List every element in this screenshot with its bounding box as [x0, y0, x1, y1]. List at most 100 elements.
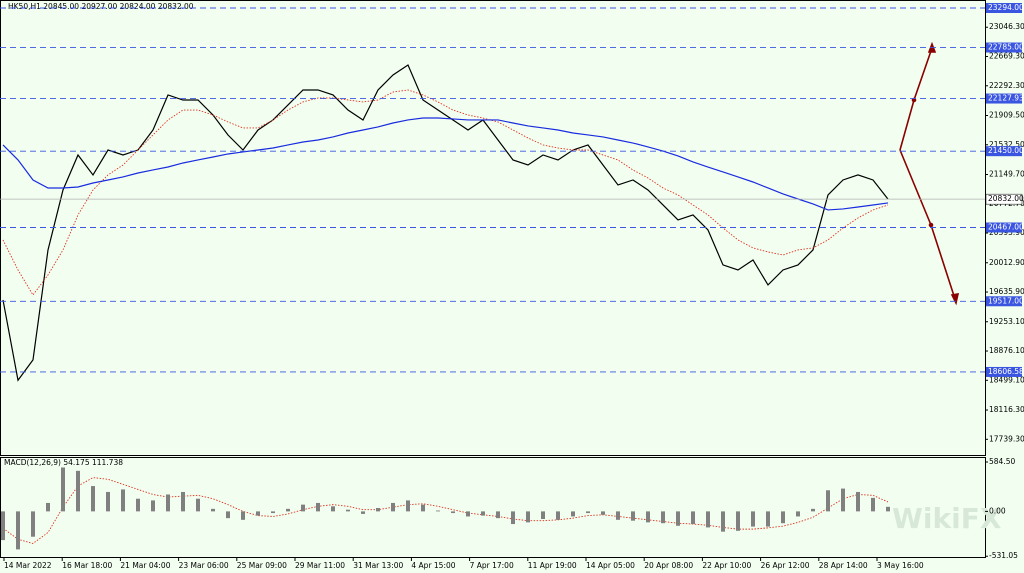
- level-box: [986, 366, 1022, 377]
- y-tick-label: 22292.30: [989, 81, 1024, 90]
- x-tick-label: 11 Apr 19:00: [528, 561, 577, 570]
- histogram-bar: [286, 508, 290, 512]
- histogram-bar: [616, 511, 620, 520]
- histogram-bar: [886, 506, 890, 512]
- y-tick-label: 18499.10: [989, 375, 1024, 384]
- histogram-bar: [331, 506, 335, 512]
- histogram-bar: [811, 508, 815, 512]
- histogram-bar: [526, 511, 530, 523]
- y-tick-label: 0.00: [989, 506, 1006, 515]
- histogram-bar: [586, 511, 590, 514]
- y-tick-label: -531.05: [989, 551, 1018, 560]
- histogram-bar: [16, 511, 20, 550]
- histogram-bar: [196, 498, 200, 512]
- price-panel: [0, 0, 986, 456]
- histogram-bar: [166, 494, 170, 512]
- macd-panel: [0, 457, 986, 558]
- histogram-bar: [46, 502, 50, 512]
- histogram-bar: [316, 502, 320, 512]
- histogram-bar: [556, 511, 560, 520]
- histogram-bar: [61, 467, 65, 512]
- arrow-head: [927, 41, 937, 53]
- histogram-bar: [346, 509, 350, 512]
- y-tick-label: 18876.10: [989, 346, 1024, 355]
- level-box: [986, 2, 1022, 13]
- y-tick-label: 23046.30: [989, 22, 1024, 31]
- histogram-bar: [1, 511, 5, 541]
- histogram-bar: [541, 511, 545, 519]
- histogram-bar: [211, 508, 215, 512]
- histogram-bar: [406, 500, 410, 512]
- histogram-bar: [241, 511, 245, 520]
- histogram-bar: [181, 491, 185, 512]
- arrow-head: [950, 293, 960, 306]
- histogram-bar: [466, 511, 470, 517]
- histogram-bar: [601, 511, 605, 515]
- histogram-bar: [496, 511, 500, 519]
- histogram-bar: [226, 511, 230, 519]
- level-label: 19517.00: [988, 296, 1024, 305]
- histogram-bar: [571, 511, 575, 517]
- histogram-bar: [421, 504, 425, 512]
- x-tick-label: 25 Mar 09:00: [237, 561, 287, 570]
- histogram-bar: [751, 511, 755, 527]
- y-tick-label: 21532.50: [989, 140, 1024, 149]
- x-tick-label: 23 Mar 06:00: [179, 561, 229, 570]
- histogram-bar: [631, 511, 635, 521]
- histogram-bar: [136, 498, 140, 512]
- histogram-bar: [841, 488, 845, 512]
- y-tick-label: 19635.90: [989, 287, 1024, 296]
- series-line: [2, 477, 889, 544]
- level-box: [986, 42, 1022, 53]
- histogram-bar: [271, 511, 275, 514]
- y-tick-label: 21149.70: [989, 169, 1024, 178]
- histogram-bar: [856, 491, 860, 512]
- x-tick-label: 3 May 16:00: [877, 561, 924, 570]
- watermark: WikiFX: [892, 502, 1002, 535]
- histogram-bar: [661, 511, 665, 524]
- y-tick-label: 17739.30: [989, 434, 1024, 443]
- histogram-bar: [871, 497, 875, 512]
- histogram-bar: [151, 500, 155, 512]
- x-tick-label: 16 Mar 18:00: [62, 561, 112, 570]
- level-label: 20467.00: [988, 223, 1024, 232]
- x-tick-label: 22 Apr 10:00: [702, 561, 751, 570]
- histogram-bar: [436, 510, 440, 512]
- histogram-bar: [256, 511, 260, 516]
- y-tick-label: 21909.50: [989, 110, 1024, 119]
- x-tick-label: 14 Apr 05:00: [586, 561, 635, 570]
- histogram-bar: [691, 511, 695, 525]
- level-box: [986, 146, 1022, 157]
- level-box: [986, 222, 1022, 233]
- histogram-bar: [91, 486, 95, 512]
- x-tick-label: 14 Mar 2022: [4, 561, 52, 570]
- macd-title: MACD(12,26,9) 54.175 111.738: [4, 458, 123, 467]
- histogram-bar: [391, 502, 395, 512]
- level-box: [986, 296, 1022, 307]
- y-tick-label: 20012.90: [989, 258, 1024, 267]
- histogram-bar: [721, 511, 725, 532]
- histogram-bar: [676, 511, 680, 526]
- price-title: HK50,H1 20845.00 20927.00 20824.00 20832…: [8, 2, 194, 11]
- forecast-arrows: [899, 41, 960, 306]
- histogram-bar: [796, 511, 800, 517]
- level-label: 22785.00: [988, 43, 1024, 52]
- level-label: 22127.93: [988, 94, 1024, 103]
- histogram-bar: [766, 511, 770, 527]
- current-price-label: 20832.00: [988, 194, 1024, 203]
- current-price-box: [985, 193, 1023, 205]
- x-tick-label: 31 Mar 13:00: [353, 561, 403, 570]
- y-tick-label: 584.50: [989, 457, 1015, 466]
- level-label: 18606.58: [988, 367, 1024, 376]
- histogram-bar: [781, 511, 785, 524]
- arrow-node: [928, 222, 934, 228]
- histogram-bar: [481, 511, 485, 516]
- x-tick-label: 21 Mar 04:00: [120, 561, 170, 570]
- histogram-bar: [376, 508, 380, 512]
- x-tick-label: 4 Apr 15:00: [411, 561, 455, 570]
- y-tick-label: 22669.30: [989, 52, 1024, 61]
- series-line: [2, 89, 889, 296]
- histogram-bar: [76, 470, 80, 512]
- x-tick-label: 7 Apr 17:00: [470, 561, 514, 570]
